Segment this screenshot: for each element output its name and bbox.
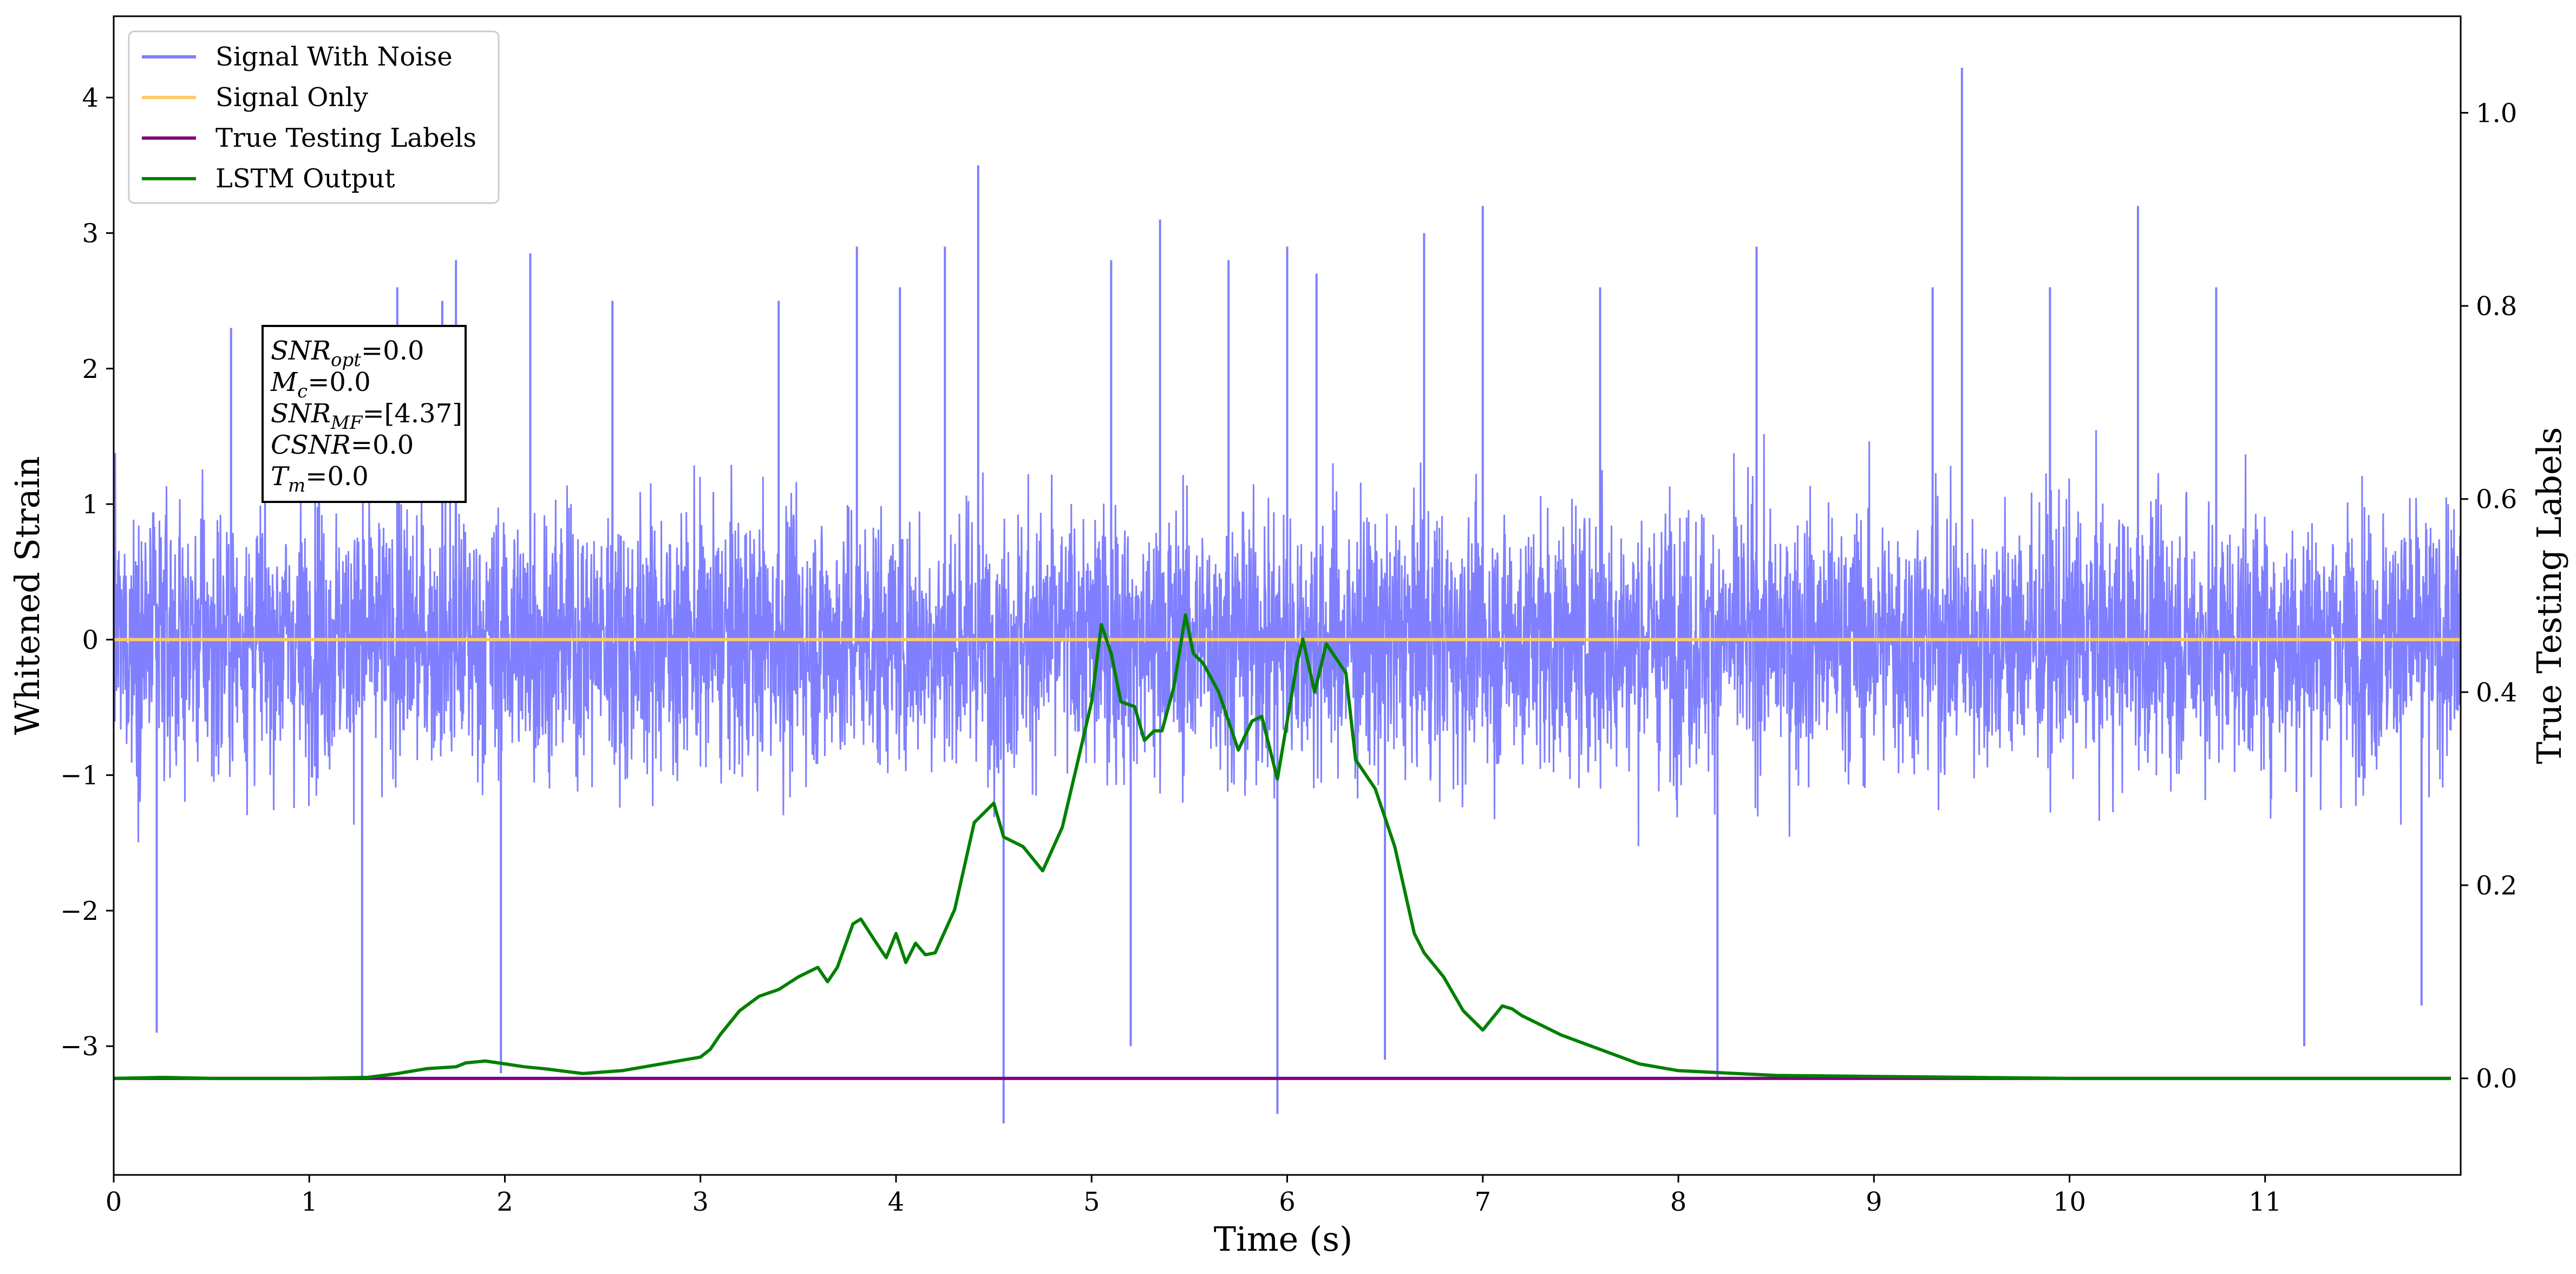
y2-tick-label: 0.0: [2476, 1064, 2517, 1094]
x-tick-label: 4: [888, 1187, 905, 1217]
noise-trace: [114, 410, 2461, 846]
y2-tick-label: 0.2: [2476, 871, 2517, 901]
x-tick-label: 0: [106, 1187, 122, 1217]
y2-tick-label: 0.8: [2476, 291, 2517, 322]
y2-tick-label: 0.6: [2476, 485, 2517, 515]
annotation-box: [261, 325, 467, 503]
y-axis-right: 0.0 0.2 0.4 0.6 0.8 1.0: [2461, 98, 2517, 1094]
y-tick-label: −3: [60, 1031, 99, 1062]
y-tick-label: −2: [60, 896, 99, 926]
x-tick-label: 6: [1279, 1187, 1296, 1217]
y-axis-left: −3 −2 −1 0 1 2 3 4: [60, 83, 114, 1062]
x-tick-label: 5: [1083, 1187, 1100, 1217]
annotation-line: SNRMF=[4.37]: [271, 398, 462, 434]
legend-label: Signal Only: [215, 82, 368, 113]
x-tick-label: 11: [2248, 1187, 2281, 1217]
y-tick-label: 0: [82, 625, 99, 655]
x-tick-label: 1: [301, 1187, 318, 1217]
y-tick-label: 1: [82, 489, 99, 520]
legend-label: LSTM Output: [215, 164, 395, 194]
y-tick-label: 2: [82, 354, 99, 384]
y-tick-label: 4: [82, 83, 99, 113]
x-tick-label: 7: [1474, 1187, 1491, 1217]
y2-tick-label: 1.0: [2476, 98, 2517, 128]
y-tick-label: 3: [82, 218, 99, 249]
x-tick-label: 2: [496, 1187, 513, 1217]
annotation-line: Tm=0.0: [271, 461, 369, 496]
y2-tick-label: 0.4: [2476, 677, 2517, 708]
annotation-line: SNRopt=0.0: [271, 336, 424, 371]
x-tick-label: 8: [1670, 1187, 1687, 1217]
legend: Signal With Noise Signal Only True Testing…: [128, 30, 500, 204]
annotation-line: CSNR=0.0: [271, 430, 414, 460]
parameter-annotation: SNRopt=0.0Mc=0.0SNRMF=[4.37]CSNR=0.0Tm=0…: [261, 325, 467, 503]
legend-label: True Testing Labels: [215, 123, 476, 153]
x-tick-label: 10: [2053, 1187, 2086, 1217]
annotation-line: Mc=0.0: [270, 367, 371, 402]
x-tick-label: 3: [692, 1187, 709, 1217]
x-tick-label: 9: [1866, 1187, 1882, 1217]
x-axis: 0 1 2 3 4 5 6 7 8 9 10 11: [106, 1175, 2281, 1217]
y-axis-title: Whitened Strain: [8, 456, 47, 735]
lstm-output-line: [114, 613, 2451, 1080]
signal-with-noise-series: [114, 68, 2461, 1123]
legend-label: Signal With Noise: [215, 42, 453, 72]
y-tick-label: −1: [60, 761, 99, 791]
legend-box: [128, 30, 500, 204]
x-axis-title: Time (s): [1214, 1219, 1353, 1259]
y2-axis-title: True Testing Labels: [2529, 427, 2569, 765]
